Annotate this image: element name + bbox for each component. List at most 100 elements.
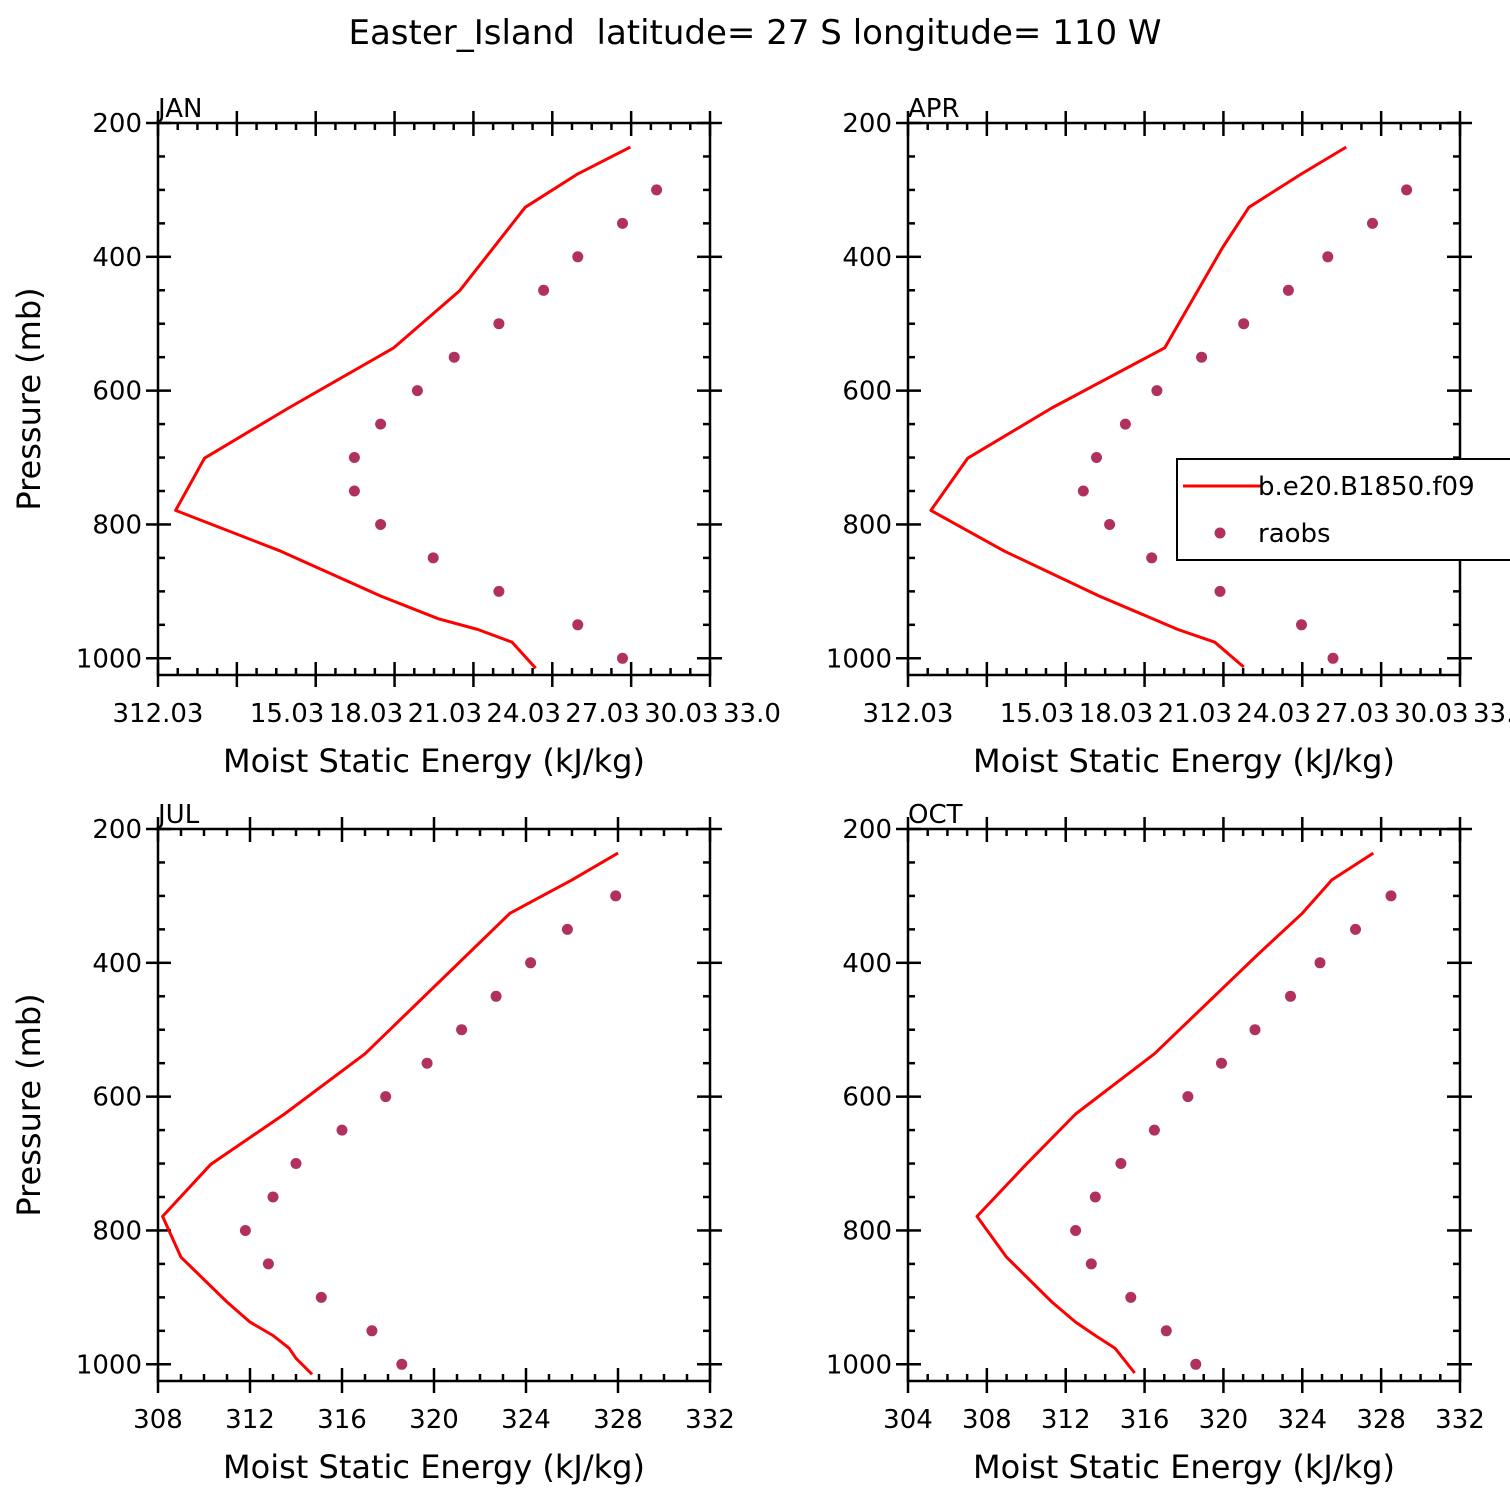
raobs-point <box>239 1225 251 1236</box>
legend-marker-swatch <box>1214 527 1226 539</box>
x-tick-label: 308 <box>962 1405 1012 1435</box>
raobs-point <box>525 957 537 969</box>
x-tick-label: 312 <box>225 1405 275 1435</box>
raobs-point <box>1182 1091 1194 1103</box>
x-tick-label: 320 <box>409 1405 459 1435</box>
raobs-point <box>610 890 622 902</box>
raobs-point <box>1115 1158 1127 1169</box>
y-tick-label: 800 <box>842 1216 892 1246</box>
y-tick-label: 800 <box>92 1216 142 1246</box>
raobs-point <box>561 923 573 935</box>
y-tick-label: 600 <box>92 1083 142 1113</box>
plot-frame <box>906 121 1462 677</box>
raobs-point <box>375 519 387 530</box>
raobs-point <box>1070 1225 1082 1236</box>
legend: b.e20.B1850.f09 raobs <box>1176 458 1510 561</box>
raobs-point <box>1151 385 1163 397</box>
x-axis-label: Moist Static Energy (kJ/kg) <box>973 1448 1395 1486</box>
y-tick-label: 800 <box>92 510 142 540</box>
figure-title: Easter_Island latitude= 27 S longitude= … <box>348 13 1161 53</box>
y-tick-label: 800 <box>842 510 892 540</box>
y-tick-label: 400 <box>92 949 142 979</box>
raobs-point <box>1125 1291 1137 1303</box>
raobs-point <box>538 284 550 296</box>
raobs-point <box>493 318 505 330</box>
raobs-point <box>1249 1024 1261 1036</box>
x-tick-label: 24.03 <box>486 699 560 729</box>
raobs-point <box>1190 1358 1202 1370</box>
raobs-point <box>1401 184 1413 196</box>
x-tick-label: 33.0 <box>723 699 781 729</box>
raobs-point <box>1077 485 1089 497</box>
raobs-point <box>1214 585 1226 597</box>
x-tick-label: 27.03 <box>1315 699 1389 729</box>
raobs-point <box>493 585 505 597</box>
raobs-point <box>315 1291 327 1303</box>
x-tick-label: 21.03 <box>408 699 482 729</box>
y-tick-label: 400 <box>842 243 892 273</box>
x-tick-label: 304 <box>883 1405 933 1435</box>
x-tick-label: 320 <box>1199 1405 1249 1435</box>
raobs-point <box>1160 1325 1172 1337</box>
y-tick-label: 400 <box>92 243 142 273</box>
raobs-point <box>1148 1124 1160 1136</box>
raobs-point <box>262 1258 274 1270</box>
x-tick-label: 18.03 <box>329 699 403 729</box>
raobs-point <box>651 184 663 196</box>
x-tick-label: 312 <box>1041 1405 1091 1435</box>
x-tick-label: 15.03 <box>1000 699 1074 729</box>
x-tick-label: 332 <box>1435 1405 1485 1435</box>
x-tick-label: 312.03 <box>113 699 204 729</box>
raobs-point <box>456 1024 468 1036</box>
y-axis-label: Pressure (mb) <box>10 993 48 1216</box>
chart-panel-oct: OCT 200 400 600 800 1000 304 308 312 316 320 324 328… <box>826 800 1485 1486</box>
x-tick-label: 30.03 <box>1394 699 1468 729</box>
y-tick-label: 1000 <box>76 1350 142 1380</box>
x-tick-label: 328 <box>1356 1405 1406 1435</box>
y-tick-label: 200 <box>92 815 142 845</box>
raobs-point <box>421 1057 433 1069</box>
y-tick-label: 600 <box>92 377 142 407</box>
x-tick-label: 21.03 <box>1158 699 1232 729</box>
x-tick-label: 30.03 <box>644 699 718 729</box>
raobs-point <box>267 1191 279 1203</box>
raobs-point <box>1091 452 1102 463</box>
model-line-series <box>975 851 1375 1374</box>
y-tick-label: 600 <box>842 377 892 407</box>
raobs-point <box>427 552 439 564</box>
raobs-point <box>1216 1057 1227 1069</box>
raobs-point <box>490 990 502 1002</box>
raobs-point <box>290 1158 302 1169</box>
y-tick-label: 600 <box>842 1083 892 1113</box>
y-tick-label: 200 <box>842 109 892 139</box>
y-axis-label: Pressure (mb) <box>10 287 48 510</box>
legend-label-raobs: raobs <box>1258 519 1331 549</box>
x-tick-label: 324 <box>1277 1405 1327 1435</box>
y-tick-label: 200 <box>842 815 892 845</box>
legend-label-model: b.e20.B1850.f09 <box>1258 472 1475 502</box>
raobs-point <box>1085 1258 1097 1270</box>
raobs-point <box>1314 957 1326 969</box>
x-tick-label: 316 <box>317 1405 367 1435</box>
raobs-point <box>572 619 584 631</box>
x-tick-label: 18.03 <box>1079 699 1153 729</box>
raobs-point <box>348 485 360 497</box>
raobs-point <box>411 385 423 397</box>
plot-frame <box>906 827 1462 1383</box>
panel-title: OCT <box>908 800 963 830</box>
chart-panel-jan: JAN 200 400 600 800 1000 312.03 15.03 18.03 21.03… <box>10 94 781 780</box>
x-tick-label: 15.03 <box>250 699 324 729</box>
x-axis-label: Moist Static Energy (kJ/kg) <box>223 1448 645 1486</box>
y-tick-label: 1000 <box>826 1350 892 1380</box>
raobs-point <box>1196 351 1208 363</box>
model-line-series <box>174 145 632 670</box>
x-tick-label: 316 <box>1120 1405 1170 1435</box>
raobs-point <box>1367 217 1378 229</box>
raobs-point <box>375 418 387 430</box>
panel-title: APR <box>908 94 960 124</box>
y-tick-label: 1000 <box>76 644 142 674</box>
raobs-point <box>1089 1191 1101 1203</box>
raobs-point <box>366 1325 378 1337</box>
